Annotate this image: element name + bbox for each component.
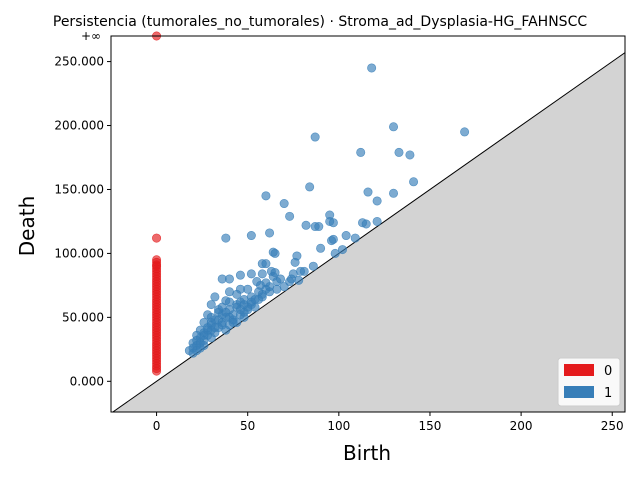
point-dim1-41 xyxy=(308,261,318,271)
point-dim1-67 xyxy=(210,292,220,302)
y-axis: 0.000 50.000 100.000 150.000 200.000 250.000 xyxy=(54,55,111,388)
point-dim1-46 xyxy=(246,269,256,279)
point-dim1-129 xyxy=(217,320,227,330)
point-dim1-20 xyxy=(301,220,311,230)
point-dim1-26 xyxy=(350,233,360,243)
x-tick-label-0: 0 xyxy=(153,419,161,433)
point-dim1-38 xyxy=(261,259,271,269)
point-dim1-53 xyxy=(285,277,295,287)
plot-frame xyxy=(110,35,626,413)
point-dim1-33 xyxy=(330,248,340,258)
x-axis: 0 50 100 150 200 250 xyxy=(153,412,624,433)
y-tick-label-3: 150.000 xyxy=(54,182,104,196)
point-dim1-31 xyxy=(328,234,338,244)
point-dim1-32 xyxy=(337,245,347,255)
legend-label-0: 0 xyxy=(604,364,612,379)
point-dim0-46 xyxy=(152,366,162,376)
point-dim1-13 xyxy=(279,199,289,209)
point-dim1-6 xyxy=(405,150,415,160)
legend-swatch-1 xyxy=(564,386,594,398)
y-axis-label: Death xyxy=(15,196,39,256)
point-dim1-15 xyxy=(285,211,295,221)
x-axis-label: Birth xyxy=(343,441,391,465)
point-dim1-22 xyxy=(314,222,324,232)
point-dim1-111 xyxy=(188,348,198,358)
point-dim1-65 xyxy=(232,289,242,299)
point-dim1-130 xyxy=(228,317,238,327)
point-dim1-19 xyxy=(361,219,371,229)
point-dim1-11 xyxy=(261,191,271,201)
point-dim1-5 xyxy=(394,147,404,157)
y-tick-label-5: 250.000 xyxy=(54,55,104,69)
infinity-label: +∞ xyxy=(81,29,101,43)
point-dim1-4 xyxy=(356,147,366,157)
point-dim1-27 xyxy=(221,233,231,243)
point-dim1-3 xyxy=(310,132,320,142)
point-dim1-39 xyxy=(290,257,300,267)
point-dim1-1 xyxy=(389,122,399,132)
point-dim1-137 xyxy=(224,297,234,307)
x-tick-label-1: 50 xyxy=(240,419,255,433)
point-dim1-10 xyxy=(389,188,399,198)
x-tick-label-5: 250 xyxy=(601,419,624,433)
point-dim1-24 xyxy=(341,231,351,241)
chart-title: Persistencia (tumorales_no_tumorales) · … xyxy=(53,14,587,30)
point-dim1-136 xyxy=(276,274,286,284)
point-dim1-48 xyxy=(235,270,245,280)
x-tick-label-4: 200 xyxy=(510,419,533,433)
below-diagonal-region xyxy=(111,52,625,412)
point-dim1-72 xyxy=(206,300,216,310)
point-dim1-134 xyxy=(265,282,275,292)
y-tick-label-4: 200.000 xyxy=(54,119,104,133)
point-dim1-12 xyxy=(372,196,382,206)
point-dim1-23 xyxy=(328,218,338,228)
y-tick-label-2: 100.000 xyxy=(54,246,104,260)
point-dim1-7 xyxy=(409,177,419,187)
point-dim1-131 xyxy=(239,300,249,310)
y-tick-label-0: 0.000 xyxy=(70,374,104,388)
points-layer xyxy=(152,31,470,376)
legend-label-1: 1 xyxy=(604,386,612,401)
point-dim1-35 xyxy=(270,248,280,258)
point-dim1-47 xyxy=(257,269,267,279)
point-dim0-1 xyxy=(152,233,162,243)
point-dim1-16 xyxy=(372,216,382,226)
point-dim1-2 xyxy=(460,127,470,137)
point-dim1-52 xyxy=(294,275,304,285)
legend: 0 1 xyxy=(557,357,621,407)
point-dim1-29 xyxy=(316,243,326,253)
y-tick-label-1: 50.000 xyxy=(62,310,104,324)
point-dim1-54 xyxy=(224,274,234,284)
plot-area xyxy=(110,31,626,413)
point-dim1-133 xyxy=(257,292,267,302)
x-tick-label-3: 150 xyxy=(419,419,442,433)
x-tick-label-2: 100 xyxy=(327,419,350,433)
point-dim1-9 xyxy=(363,187,373,197)
legend-swatch-0 xyxy=(564,364,594,376)
point-dim1-25 xyxy=(265,228,275,238)
point-dim1-0 xyxy=(367,63,377,73)
point-dim1-28 xyxy=(246,231,256,241)
point-dim1-139 xyxy=(206,312,216,322)
point-dim1-127 xyxy=(199,330,209,340)
point-dim1-8 xyxy=(305,182,315,192)
point-dim1-138 xyxy=(214,305,224,315)
